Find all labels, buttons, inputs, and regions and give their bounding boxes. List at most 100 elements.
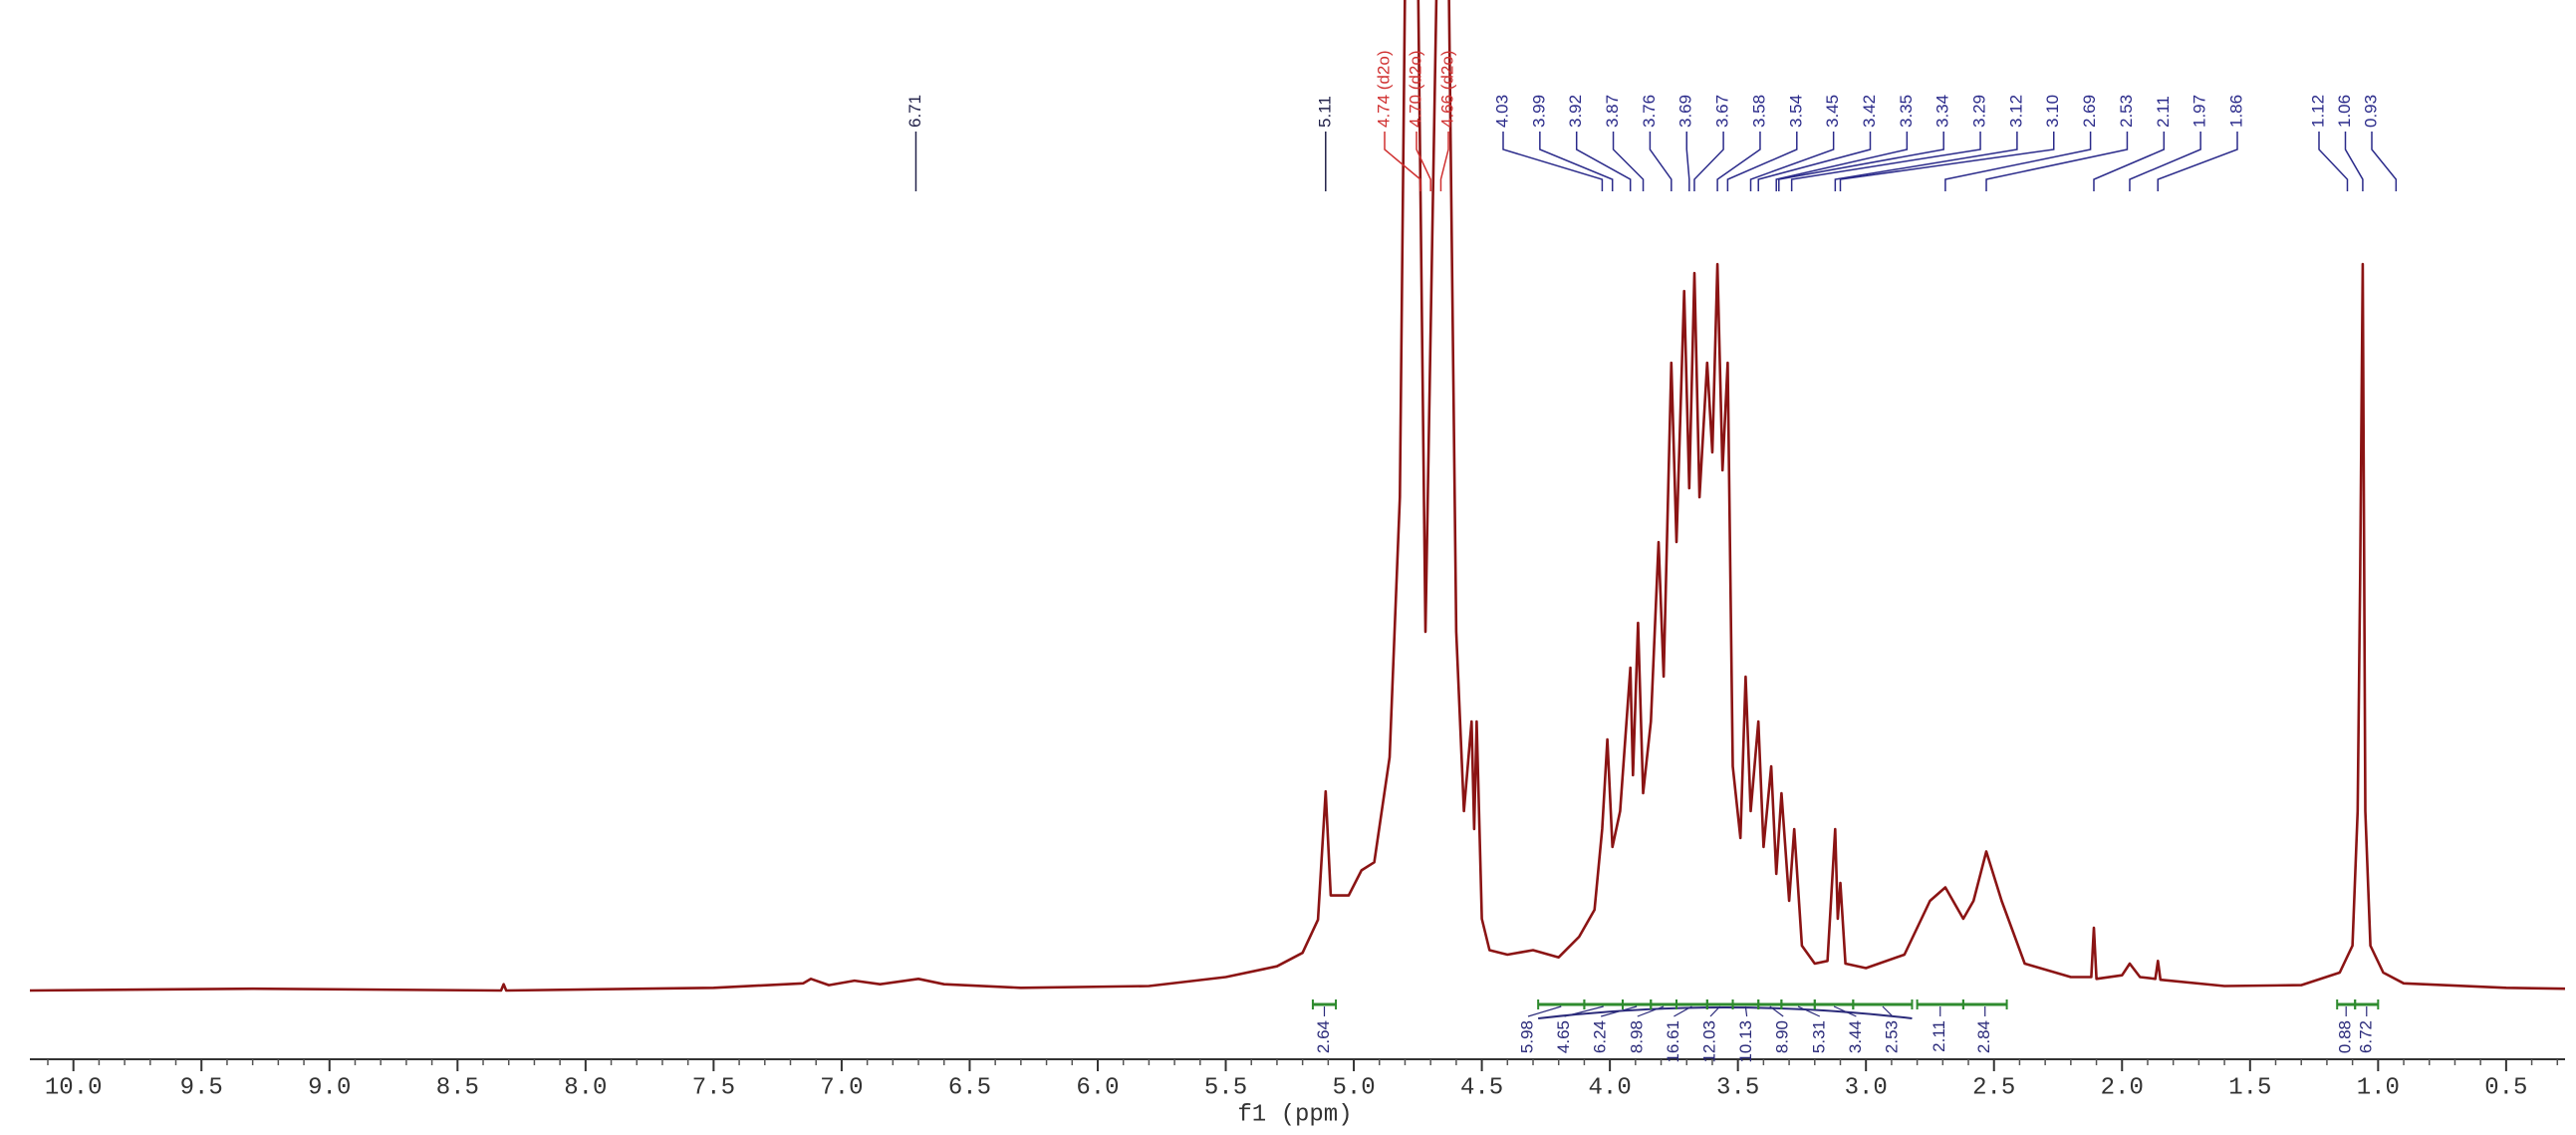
- peak-leader: [1944, 132, 2092, 191]
- x-tick-label: 2.5: [1972, 1074, 2015, 1101]
- peak-label: 1.12: [2308, 95, 2327, 128]
- integral-label: 5.98: [1517, 1020, 1536, 1053]
- peak-leader: [2129, 132, 2201, 191]
- peak-label: 4.03: [1492, 95, 1511, 128]
- x-axis-label: f1 (ppm): [1237, 1101, 1352, 1128]
- peak-leader: [1439, 132, 1449, 191]
- integral-label: 12.03: [1699, 1020, 1718, 1063]
- peak-label: 3.45: [1823, 95, 1842, 128]
- x-tick-label: 1.5: [2228, 1074, 2271, 1101]
- x-tick-label: 6.0: [1076, 1074, 1119, 1101]
- peak-leader: [1834, 132, 2018, 191]
- peak-label: 3.42: [1860, 95, 1879, 128]
- integral-connector: [1674, 1005, 1692, 1017]
- peak-leader: [1726, 132, 1798, 191]
- peak-label: 6.71: [905, 95, 924, 128]
- integral-label: 2.11: [1930, 1020, 1948, 1052]
- integral-connector: [1527, 1005, 1562, 1017]
- x-tick-label: 8.5: [436, 1074, 479, 1101]
- peak-leader: [1416, 132, 1431, 191]
- integral-label: 6.72: [2356, 1020, 2375, 1053]
- x-tick-label: 3.5: [1716, 1074, 1759, 1101]
- integral-connector: [1601, 1005, 1638, 1017]
- peak-leader: [1502, 132, 1604, 191]
- integral-label: 2.84: [1974, 1020, 1993, 1053]
- x-tick-label: 7.0: [820, 1074, 863, 1101]
- peak-label: 4.70 (d2o): [1406, 51, 1424, 129]
- integral-label: 3.44: [1846, 1020, 1865, 1053]
- peak-leader: [2344, 132, 2364, 191]
- peak-leader: [1693, 132, 1724, 191]
- peak-label: 2.53: [2117, 95, 2136, 128]
- integral-label: 16.61: [1664, 1020, 1682, 1063]
- x-tick-label: 1.0: [2357, 1074, 2400, 1101]
- integral-label: 10.13: [1736, 1020, 1755, 1063]
- peak-label: 3.99: [1529, 95, 1548, 128]
- peak-leader: [1790, 132, 1981, 191]
- integral-label: 8.90: [1773, 1020, 1792, 1053]
- integral-label: 2.53: [1882, 1020, 1901, 1053]
- integral-label: 4.65: [1554, 1020, 1573, 1053]
- peak-leader: [1985, 132, 2129, 191]
- peak-label: 3.69: [1676, 95, 1695, 128]
- peak-leader: [1775, 132, 1909, 191]
- peak-leader: [2318, 132, 2349, 191]
- x-tick-label: 9.0: [308, 1074, 351, 1101]
- x-tick-label: 6.5: [948, 1074, 991, 1101]
- peak-label: 1.86: [2226, 95, 2245, 128]
- x-tick-label: 4.5: [1460, 1074, 1503, 1101]
- peak-leader: [1778, 132, 1944, 191]
- peak-leader: [1575, 132, 1632, 191]
- peak-label: 1.97: [2190, 95, 2209, 128]
- peak-leader: [1757, 132, 1872, 191]
- peak-label: 3.76: [1640, 95, 1659, 128]
- integral-connector: [1833, 1005, 1857, 1017]
- peak-label: 3.67: [1713, 95, 1732, 128]
- peak-leader: [1539, 132, 1614, 191]
- peak-leader: [2371, 132, 2398, 191]
- peak-label: 3.12: [2006, 95, 2025, 128]
- integral-connector: [1709, 1005, 1721, 1017]
- x-tick-label: 0.5: [2484, 1074, 2527, 1101]
- integral-brace: [1538, 1006, 1913, 1019]
- peak-leader: [1749, 132, 1835, 191]
- peak-leader: [1685, 132, 1690, 191]
- peak-label: 3.34: [1933, 95, 1952, 128]
- x-tick-label: 4.0: [1589, 1074, 1632, 1101]
- integral-label: 2.64: [1314, 1020, 1333, 1053]
- peak-leader: [1649, 132, 1673, 191]
- integral-connector: [1637, 1005, 1665, 1017]
- peak-label: 3.35: [1897, 95, 1916, 128]
- peak-leader: [1384, 132, 1421, 191]
- peak-label: 3.29: [1970, 95, 1989, 128]
- peak-label: 3.54: [1786, 95, 1805, 128]
- integral-connector: [1769, 1005, 1784, 1017]
- peak-label: 4.66 (d2o): [1437, 51, 1456, 129]
- peak-leader: [2093, 132, 2166, 191]
- x-tick-label: 5.0: [1332, 1074, 1375, 1101]
- peak-label: 3.92: [1566, 95, 1585, 128]
- peak-label: 5.11: [1315, 96, 1334, 128]
- integral-label: 6.24: [1591, 1020, 1610, 1053]
- x-tick-label: 8.0: [564, 1074, 607, 1101]
- spectrum-line: [29, 0, 2566, 993]
- integral-connector: [1882, 1005, 1894, 1017]
- x-tick-label: 2.0: [2101, 1074, 2144, 1101]
- integral-connector: [1744, 1005, 1748, 1017]
- peak-label: 1.06: [2335, 95, 2354, 128]
- integral-label: 8.98: [1627, 1020, 1646, 1053]
- peak-label: 3.87: [1603, 95, 1622, 128]
- peak-leader: [1716, 132, 1761, 191]
- x-tick-label: 7.5: [692, 1074, 735, 1101]
- peak-leader: [1839, 132, 2055, 191]
- x-tick-label: 3.0: [1845, 1074, 1888, 1101]
- integral-connector: [1564, 1005, 1604, 1017]
- integral-connector: [1797, 1005, 1821, 1017]
- x-tick-label: 9.5: [180, 1074, 223, 1101]
- peak-label: 0.93: [2361, 95, 2380, 128]
- peak-label: 3.10: [2043, 95, 2062, 128]
- peak-label: 4.74 (d2o): [1374, 51, 1393, 129]
- x-tick-label: 10.0: [45, 1074, 103, 1101]
